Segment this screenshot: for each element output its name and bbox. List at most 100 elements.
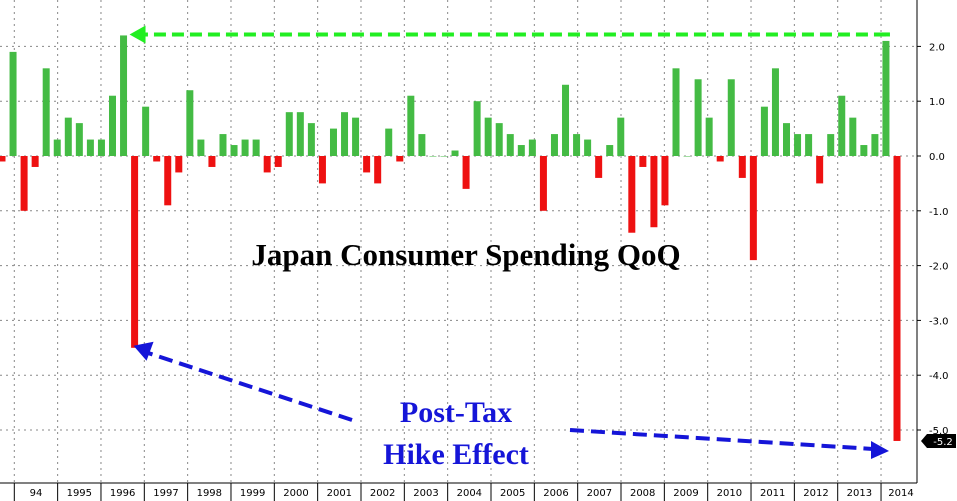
y-tick-label: -5.0 (929, 426, 949, 437)
bar (31, 156, 39, 167)
x-tick-label: 2003 (413, 488, 438, 499)
arrow-to-2014-head (871, 440, 889, 459)
bar (153, 156, 161, 162)
x-axis-ticks: 94 1995 1996 1997 1998 1999 2000 2001 2002 2003 20… (13, 483, 914, 501)
x-tick-label: 2012 (803, 488, 828, 499)
x-tick-label: 2009 (673, 488, 698, 499)
bar (838, 95, 846, 156)
bar (473, 101, 481, 156)
bar (639, 156, 647, 167)
y-tick-label: 0.0 (929, 152, 945, 163)
chart-title: Japan Consumer Spending QoQ (251, 237, 680, 272)
bar (64, 117, 72, 156)
bar (230, 145, 238, 156)
bar (374, 156, 382, 184)
bar (396, 156, 404, 162)
bar (252, 139, 260, 156)
bar (771, 68, 779, 156)
x-tick-label: 2000 (283, 488, 308, 499)
bar (727, 79, 735, 156)
bar (197, 139, 205, 156)
bar (418, 134, 426, 156)
bar (849, 117, 857, 156)
last-value-badge-shape (921, 433, 956, 448)
bar (683, 156, 691, 157)
bar (871, 134, 879, 156)
bar (584, 139, 592, 156)
x-tick-label: 1995 (67, 488, 92, 499)
bar (352, 117, 360, 156)
bar (882, 40, 890, 156)
bar (53, 139, 61, 156)
bar (120, 35, 128, 156)
bar (573, 134, 581, 156)
bar (672, 68, 680, 156)
bar (274, 156, 282, 167)
bar (606, 145, 614, 156)
bar (86, 139, 94, 156)
bar (142, 106, 150, 156)
y-tick-label: -3.0 (929, 316, 949, 327)
arrow-to-1997-head (133, 341, 154, 361)
x-tick-label: 1998 (197, 488, 222, 499)
bar (562, 84, 570, 156)
bar (108, 95, 116, 156)
top-arrow-head (129, 25, 146, 44)
bar (816, 156, 824, 184)
bar (716, 156, 724, 162)
bar (186, 90, 194, 156)
bar (175, 156, 183, 173)
bar (318, 156, 326, 184)
x-tick-label: 2011 (760, 488, 785, 499)
x-tick-label: 2001 (327, 488, 352, 499)
last-value-badge: -5.2 (921, 433, 956, 448)
bar (164, 156, 172, 206)
bar (794, 134, 802, 156)
bar (528, 139, 536, 156)
bar (783, 123, 791, 156)
bar (307, 123, 315, 156)
bar (628, 156, 636, 233)
bar (484, 117, 492, 156)
bar (539, 156, 547, 211)
bar (451, 150, 459, 156)
bar (296, 112, 304, 156)
bar (9, 51, 17, 156)
x-tick-label: 2004 (457, 488, 482, 499)
bar (131, 156, 139, 348)
bar (595, 156, 603, 178)
arrow-to-1997-line (146, 350, 353, 422)
bar (341, 112, 349, 156)
bar (329, 128, 337, 156)
x-tick-label: 94 (30, 488, 43, 499)
x-tick-label: 2006 (543, 488, 568, 499)
bar (241, 139, 249, 156)
bar (285, 112, 293, 156)
bar (506, 134, 514, 156)
arrow-to-2014-line (569, 428, 874, 451)
bar (694, 79, 702, 156)
bar (661, 156, 669, 206)
bar (208, 156, 216, 167)
bar (893, 156, 901, 441)
bar (263, 156, 271, 173)
x-tick-label: 2014 (888, 488, 913, 499)
bar (749, 156, 757, 261)
bar (75, 123, 83, 156)
x-tick-label: 2005 (500, 488, 525, 499)
x-tick-label: 2008 (630, 488, 655, 499)
y-tick-label: -1.0 (929, 207, 949, 218)
bar (42, 68, 50, 156)
bar (827, 134, 835, 156)
bar (363, 156, 371, 173)
y-tick-label: -4.0 (929, 371, 949, 382)
y-tick-label: 2.0 (929, 42, 945, 53)
bar (440, 156, 448, 157)
bar (429, 156, 437, 157)
x-tick-label: 2010 (717, 488, 742, 499)
bar (407, 95, 415, 156)
bar (219, 134, 227, 156)
annotation-line-1: Post-Tax (400, 396, 512, 429)
bar (705, 117, 713, 156)
